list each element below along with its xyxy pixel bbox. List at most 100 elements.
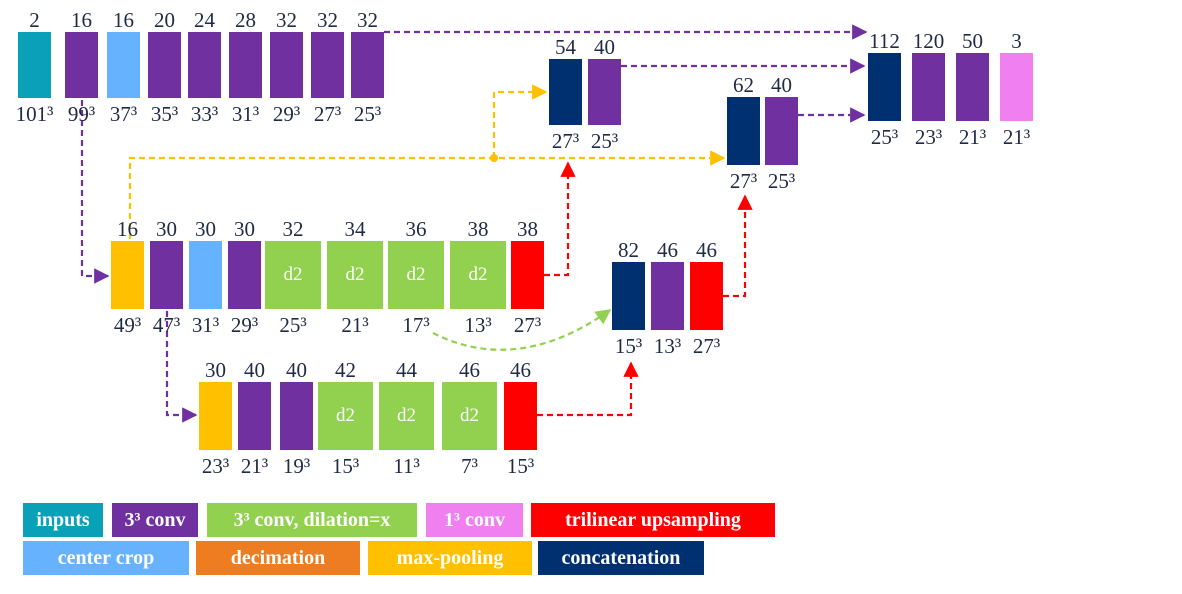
dilation-label: d2 [468, 264, 488, 285]
legend-item-inputs: inputs [23, 503, 103, 537]
channel-count-label: 34 [344, 217, 366, 241]
spatial-size-label: 7³ [461, 454, 478, 478]
spatial-size-label: 23³ [201, 454, 230, 478]
spatial-size-label: 25³ [353, 102, 382, 126]
conv-block [765, 97, 798, 165]
upsample-block [511, 241, 544, 309]
spatial-size-label: 25³ [767, 169, 796, 193]
crop-block [189, 241, 222, 309]
legend-item-upsample: trilinear upsampling [531, 503, 775, 537]
legend-item-decimation: decimation [196, 541, 360, 575]
legend-item-dilated: 3³ conv, dilation=x [207, 503, 417, 537]
dilation-label: d2 [283, 264, 303, 285]
conv-block [588, 59, 621, 125]
conv-block [956, 53, 989, 121]
upsample-block [690, 262, 723, 330]
legend-item-conv: 3³ conv [112, 503, 198, 537]
legend-item-maxpool: max-pooling [368, 541, 532, 575]
spatial-size-label: 15³ [614, 334, 643, 358]
channel-count-label: 62 [733, 73, 754, 97]
channel-count-label: 16 [113, 8, 134, 32]
channel-count-label: 50 [962, 29, 983, 53]
channel-count-label: 30 [156, 217, 177, 241]
spatial-size-label: 15³ [331, 454, 360, 478]
dilated-block: d2 [450, 241, 506, 309]
spatial-size-label: 99³ [67, 102, 96, 126]
dilated-block: d2 [327, 241, 383, 309]
spatial-size-label: 27³ [513, 313, 542, 337]
channel-count-label: 40 [286, 358, 307, 382]
branch-arrow-long [128, 150, 726, 239]
channel-count-label: 30 [195, 217, 216, 241]
conv-block [148, 32, 181, 98]
channel-count-label: 40 [771, 73, 792, 97]
spatial-size-label: 33³ [190, 102, 219, 126]
spatial-size-label: 13³ [464, 313, 492, 337]
spatial-size-label: 31³ [191, 313, 220, 337]
channel-count-label: 38 [517, 217, 538, 241]
channel-count-label: 32 [357, 8, 378, 32]
concat-block [549, 59, 582, 125]
dilation-label: d2 [460, 405, 479, 426]
dilation-label: d2 [397, 405, 416, 426]
spatial-size-label: 25³ [590, 129, 619, 153]
dilation-label: d2 [345, 264, 365, 285]
spatial-size-label: 27³ [313, 102, 342, 126]
maxpool-block [111, 241, 144, 309]
dilated-block: d2 [442, 382, 497, 450]
spatial-size-label: 31³ [231, 102, 260, 126]
spatial-size-label: 25³ [279, 313, 307, 337]
conv-block [270, 32, 303, 98]
spatial-size-label: 27³ [551, 129, 580, 153]
dilation-label: d2 [336, 405, 355, 426]
spatial-size-label: 101³ [15, 102, 54, 126]
channel-count-label: 46 [510, 358, 531, 382]
channel-count-label: 38 [467, 217, 489, 241]
conv-block [228, 241, 261, 309]
upsample-arrow-1 [544, 161, 576, 277]
maxpool-block [199, 382, 232, 450]
channel-count-label: 32 [276, 8, 297, 32]
channel-count-label: 20 [154, 8, 175, 32]
channel-count-label: 82 [618, 238, 639, 262]
channel-count-label: 30 [234, 217, 255, 241]
branch-junction-dot [490, 154, 498, 162]
conv-block [150, 241, 183, 309]
spatial-size-label: 29³ [272, 102, 301, 126]
spatial-size-label: 21³ [240, 454, 269, 478]
conv-block [238, 382, 271, 450]
conv-block [311, 32, 344, 98]
concat-block [727, 97, 760, 165]
conv-block [280, 382, 313, 450]
channel-count-label: 24 [194, 8, 215, 32]
channel-count-label: 16 [71, 8, 92, 32]
concat-block [868, 53, 901, 121]
conv-block [912, 53, 945, 121]
spatial-size-label: 25³ [870, 125, 899, 149]
spatial-size-label: 21³ [341, 313, 369, 337]
spatial-size-label: 19³ [282, 454, 311, 478]
concat-block [612, 262, 645, 330]
dilation-label: d2 [406, 264, 426, 285]
spatial-size-label: 27³ [729, 169, 758, 193]
conv-block [351, 32, 384, 98]
spatial-size-label: 37³ [109, 102, 138, 126]
spatial-size-label: 13³ [653, 334, 682, 358]
dilated-block: d2 [388, 241, 444, 309]
legend-item-crop: center crop [23, 541, 189, 575]
conv-block [65, 32, 98, 98]
crop-block [107, 32, 140, 98]
channel-count-label: 32 [282, 217, 304, 241]
legend-item-concat: concatenation [538, 541, 704, 575]
downsample-arrow-1 [80, 100, 110, 284]
spatial-size-label: 49³ [113, 313, 142, 337]
legend-item-conv1: 1³ conv [426, 503, 523, 537]
spatial-size-label: 23³ [914, 125, 943, 149]
branch-arrow-short [492, 84, 548, 158]
spatial-size-label: 21³ [1002, 125, 1031, 149]
upsample-block [504, 382, 537, 450]
channel-count-label: 36 [405, 217, 427, 241]
conv-block [229, 32, 262, 98]
channel-count-label: 28 [235, 8, 256, 32]
